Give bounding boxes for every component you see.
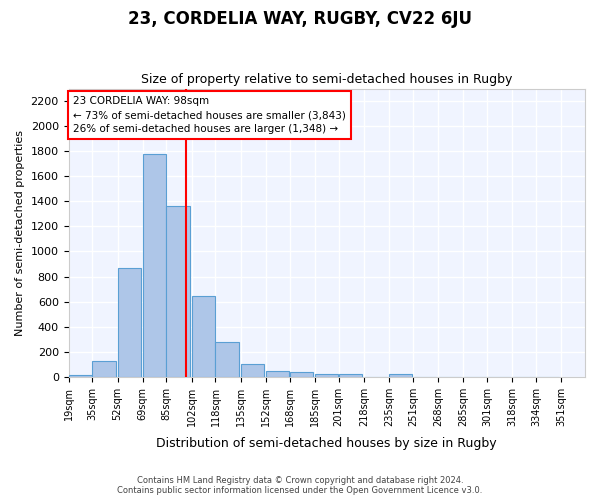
Bar (68, 375, 92, 377)
Bar (290, 372, 313, 377)
Y-axis label: Number of semi-detached properties: Number of semi-detached properties (15, 130, 25, 336)
Bar (92, 361, 116, 377)
Bar (266, 370, 289, 377)
Text: 23, CORDELIA WAY, RUGBY, CV22 6JU: 23, CORDELIA WAY, RUGBY, CV22 6JU (128, 10, 472, 28)
Bar (215, 342, 239, 377)
Bar (166, 206, 190, 377)
Bar (241, 364, 264, 377)
Bar (338, 374, 362, 377)
Text: 23 CORDELIA WAY: 98sqm
← 73% of semi-detached houses are smaller (3,843)
26% of : 23 CORDELIA WAY: 98sqm ← 73% of semi-det… (73, 96, 346, 134)
Bar (192, 296, 215, 377)
Bar (315, 374, 338, 377)
Bar (389, 374, 412, 377)
Bar (118, 268, 141, 377)
X-axis label: Distribution of semi-detached houses by size in Rugby: Distribution of semi-detached houses by … (157, 437, 497, 450)
Title: Size of property relative to semi-detached houses in Rugby: Size of property relative to semi-detach… (141, 73, 512, 86)
Text: Contains HM Land Registry data © Crown copyright and database right 2024.
Contai: Contains HM Land Registry data © Crown c… (118, 476, 482, 495)
Bar (143, 154, 166, 377)
